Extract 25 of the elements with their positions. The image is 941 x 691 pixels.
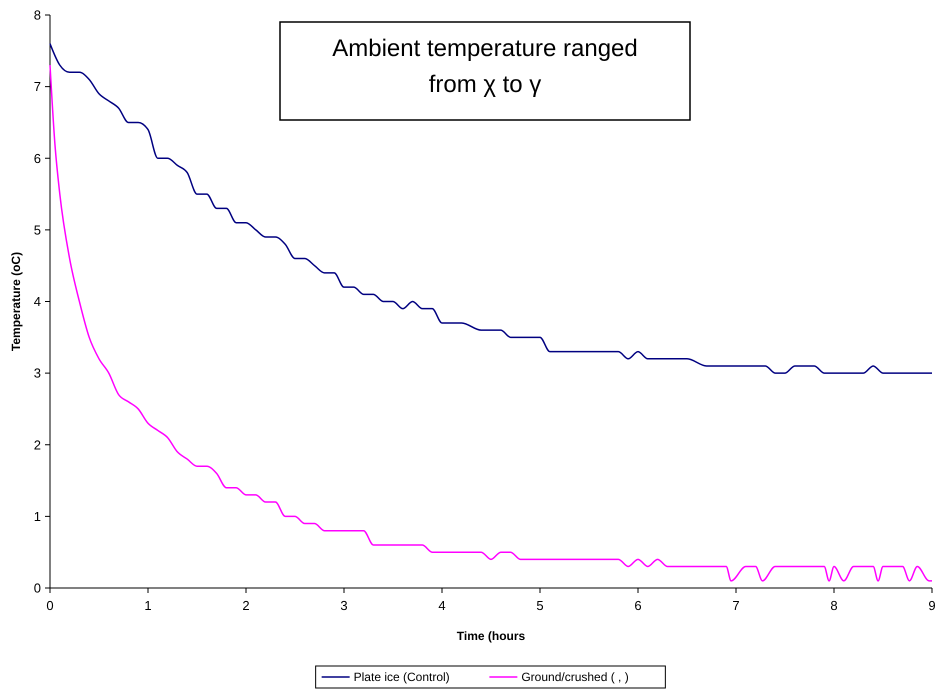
y-tick-label: 8 (34, 8, 41, 23)
y-tick-label: 0 (34, 580, 41, 596)
x-tick-label: 9 (928, 598, 936, 613)
y-tick-label: 6 (34, 150, 41, 166)
y-tick-label: 4 (34, 294, 41, 310)
y-tick-label: 2 (34, 437, 41, 452)
x-tick-label: 5 (536, 598, 544, 613)
annotation: Ambient temperature ranged from χ to γ (332, 35, 638, 98)
y-tick-label: 7 (34, 79, 41, 94)
x-tick-label: 2 (242, 598, 250, 613)
legend-label: Ground/crushed ( , ) (521, 670, 629, 684)
y-tick-label: 3 (34, 366, 41, 381)
x-axis-title: Time (hours (456, 629, 526, 643)
x-tick-label: 7 (732, 598, 740, 613)
x-tick-label: 3 (340, 598, 348, 613)
y-tick-label: 5 (34, 222, 41, 238)
y-axis-title: Temperature (oC) (9, 252, 23, 352)
x-tick-label: 1 (144, 598, 152, 613)
legend-label: Plate ice (Control) (354, 670, 450, 684)
x-tick-label: 6 (634, 598, 642, 613)
line-series (49, 64, 933, 582)
y-tick-label: 1 (34, 508, 41, 524)
x-tick-label: 8 (830, 598, 838, 613)
x-tick-label: 4 (438, 598, 446, 613)
x-tick-label: 0 (46, 598, 54, 613)
